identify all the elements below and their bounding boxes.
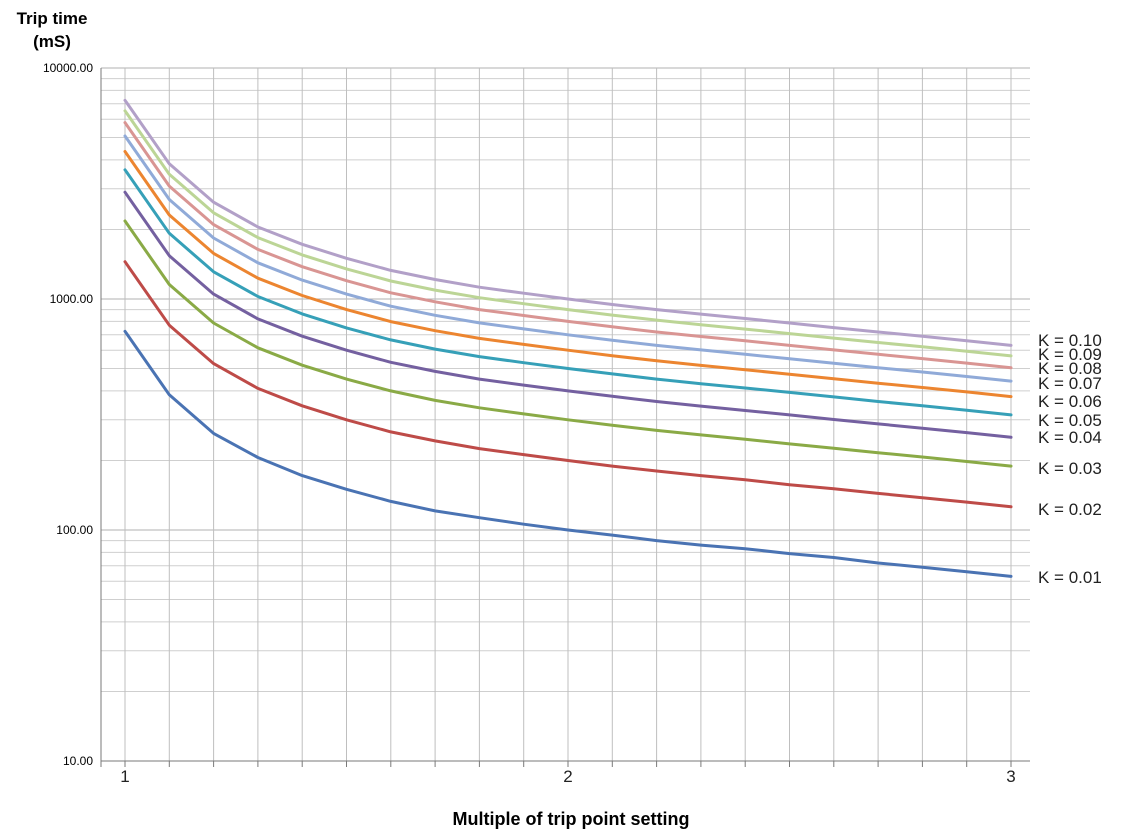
series-line: [123, 190, 1013, 439]
series-line: [123, 329, 1013, 578]
series-label: K = 0.08: [1038, 359, 1102, 378]
x-tick-label: 1: [120, 767, 129, 786]
x-tick-label: 3: [1006, 767, 1015, 786]
series-line: [123, 109, 1013, 358]
series-line: [123, 219, 1013, 468]
series-line: [123, 134, 1013, 383]
y-axis-title-line-1: Trip time: [17, 9, 88, 28]
series-label: K = 0.09: [1038, 345, 1102, 364]
series-line: [123, 121, 1013, 370]
x-tick-label: 2: [563, 767, 572, 786]
series-lines: [123, 98, 1013, 578]
series-label: K = 0.02: [1038, 500, 1102, 519]
axes: 10000.00 1000.00 100.00 10.00 1 2 3: [43, 61, 1030, 786]
y-tick-label: 10.00: [63, 754, 93, 768]
series-label: K = 0.01: [1038, 568, 1102, 587]
y-axis-title-line-2: (mS): [33, 32, 71, 51]
series-label: K = 0.10: [1038, 331, 1102, 350]
series-label: K = 0.05: [1038, 411, 1102, 430]
series-label: K = 0.07: [1038, 374, 1102, 393]
series-line: [123, 260, 1013, 509]
series-labels: K = 0.01 K = 0.02 K = 0.03 K = 0.04K = 0.05…: [1038, 331, 1102, 587]
series-line: [123, 150, 1013, 399]
series-label: K = 0.06: [1038, 392, 1102, 411]
series-line: [123, 168, 1013, 417]
series-label: K = 0.03: [1038, 459, 1102, 478]
series-label: K = 0.04: [1038, 428, 1102, 447]
x-axis-title: Multiple of trip point setting: [453, 809, 690, 829]
y-tick-label: 1000.00: [50, 292, 94, 306]
y-tick-label: 100.00: [56, 523, 93, 537]
series-line: [123, 98, 1013, 347]
y-tick-label: 10000.00: [43, 61, 93, 75]
